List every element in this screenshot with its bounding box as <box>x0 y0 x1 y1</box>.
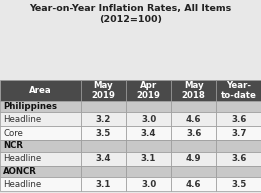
Text: 3.2: 3.2 <box>96 115 111 124</box>
Text: 3.0: 3.0 <box>141 115 156 124</box>
Bar <box>171 177 216 191</box>
Text: NCR: NCR <box>3 141 23 150</box>
Bar <box>0 113 81 126</box>
Bar <box>0 140 81 152</box>
Bar <box>0 80 81 101</box>
Text: May
2018: May 2018 <box>182 81 206 100</box>
Bar <box>81 113 126 126</box>
Text: 3.0: 3.0 <box>141 180 156 189</box>
Bar <box>171 152 216 166</box>
Bar <box>81 140 126 152</box>
Text: Headline: Headline <box>3 180 41 189</box>
Text: Year-
to-date: Year- to-date <box>221 81 257 100</box>
Bar <box>216 101 261 113</box>
Bar <box>0 101 81 113</box>
Text: 4.6: 4.6 <box>186 180 201 189</box>
Text: Area: Area <box>29 86 52 95</box>
Bar <box>171 101 216 113</box>
Text: 4.9: 4.9 <box>186 154 201 163</box>
Bar <box>171 126 216 140</box>
Bar <box>216 177 261 191</box>
Bar <box>171 113 216 126</box>
Bar <box>171 80 216 101</box>
Text: 4.6: 4.6 <box>186 115 201 124</box>
Text: May
2019: May 2019 <box>92 81 115 100</box>
Bar <box>126 166 171 177</box>
Text: 3.6: 3.6 <box>186 129 201 138</box>
Text: Headline: Headline <box>3 154 41 163</box>
Text: Headline: Headline <box>3 115 41 124</box>
Bar <box>81 177 126 191</box>
Bar <box>126 80 171 101</box>
Bar <box>81 80 126 101</box>
Bar <box>81 126 126 140</box>
Text: 3.7: 3.7 <box>231 129 247 138</box>
Bar <box>216 166 261 177</box>
Bar <box>126 140 171 152</box>
Bar <box>0 126 81 140</box>
Bar <box>126 101 171 113</box>
Bar <box>126 126 171 140</box>
Text: 3.5: 3.5 <box>231 180 247 189</box>
Text: 3.1: 3.1 <box>141 154 156 163</box>
Bar <box>216 126 261 140</box>
Text: 3.5: 3.5 <box>96 129 111 138</box>
Text: 3.6: 3.6 <box>231 154 247 163</box>
Bar <box>216 140 261 152</box>
Text: Apr
2019: Apr 2019 <box>137 81 161 100</box>
Bar <box>0 177 81 191</box>
Text: 3.6: 3.6 <box>231 115 247 124</box>
Bar <box>216 113 261 126</box>
Bar <box>216 80 261 101</box>
Bar <box>0 166 81 177</box>
Bar <box>126 113 171 126</box>
Bar <box>81 152 126 166</box>
Bar <box>216 152 261 166</box>
Text: 3.1: 3.1 <box>96 180 111 189</box>
Bar <box>171 140 216 152</box>
Bar <box>81 101 126 113</box>
Text: Year-on-Year Inflation Rates, All Items
(2012=100): Year-on-Year Inflation Rates, All Items … <box>29 4 232 24</box>
Bar <box>0 152 81 166</box>
Bar <box>171 166 216 177</box>
Text: 3.4: 3.4 <box>96 154 111 163</box>
Bar <box>126 152 171 166</box>
Text: Core: Core <box>3 129 23 138</box>
Bar <box>81 166 126 177</box>
Text: AONCR: AONCR <box>3 167 37 176</box>
Bar <box>126 177 171 191</box>
Text: Philippines: Philippines <box>3 102 57 111</box>
Text: 3.4: 3.4 <box>141 129 156 138</box>
